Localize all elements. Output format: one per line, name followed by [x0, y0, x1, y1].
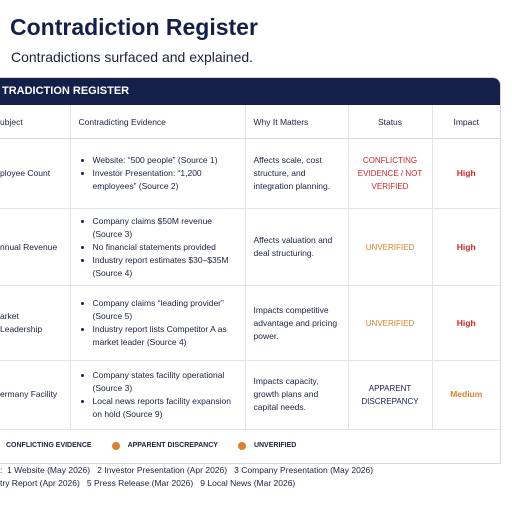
impact: High	[431, 285, 500, 361]
evidence: Company claims “leading provider” (Sourc…	[69, 285, 245, 361]
subtitle: Contradictions surfaced and explained.	[11, 49, 254, 65]
evidence-item: Local news reports facility expansion on…	[93, 395, 237, 421]
source-line: : 1 Website (May 2026) 2 Investor Presen…	[0, 465, 374, 475]
title: Contradiction Register	[10, 14, 258, 40]
why-it-matters: Affects scale, cost structure, and integ…	[244, 138, 348, 209]
legend-item: APPARENT DISCREPANCY	[98, 441, 218, 450]
status: UNVERIFIED	[347, 285, 432, 361]
column-header: ubject	[0, 105, 70, 139]
legend-label: CONFLICTING EVIDENCE	[6, 442, 92, 449]
status: CONFLICTING EVIDENCE / NOT VERIFIED	[347, 138, 432, 209]
column-header: Impact	[431, 105, 500, 139]
header-row: ubject Contradicting Evidence Why It Matte…	[0, 105, 500, 139]
evidence-item: Investor Presentation: “1,200 employees”…	[93, 167, 237, 193]
legend-dot	[237, 441, 246, 450]
column-header: Contradicting Evidence	[69, 105, 245, 139]
impact: High	[431, 208, 500, 286]
why-it-matters: Impacts competitive advantage and pricin…	[244, 285, 348, 361]
evidence-item: Company states facility operational (Sou…	[93, 369, 237, 395]
impact: Medium	[431, 360, 500, 429]
evidence: Company states facility operational (Sou…	[69, 360, 245, 429]
why-it-matters: Affects valuation and deal structuring.	[244, 208, 348, 286]
evidence-item: Website: “500 people” (Source 1)	[93, 154, 237, 167]
row: ermany Facility Company states facility o…	[0, 360, 500, 429]
evidence-item: Company claims “leading provider” (Sourc…	[93, 297, 237, 323]
subject: arket Leadership	[0, 285, 70, 361]
row: ployee CountWebsite: “500 people” (Sourc…	[0, 138, 500, 209]
evidence-list: Company states facility operational (Sou…	[79, 369, 237, 421]
evidence-list: Company claims $50M revenue (Source 3)No…	[79, 215, 237, 280]
why-it-matters: Impacts capacity, growth plans and capit…	[244, 360, 348, 429]
register-table: ubject Contradicting Evidence Why It Matte…	[0, 105, 500, 429]
banner: TRADICTION REGISTER	[0, 78, 500, 105]
legend-label: APPARENT DISCREPANCY	[127, 442, 218, 449]
legend: CONFLICTING EVIDENCE APPARENT DISCREPANCY…	[0, 428, 500, 462]
impact: High	[431, 138, 500, 209]
evidence-item: Company claims $50M revenue (Source 3)	[93, 215, 237, 241]
source-line: try Report (Apr 2026) 5 Press Release (M…	[0, 478, 296, 488]
evidence: Website: “500 people” (Source 1)Investor…	[69, 138, 245, 209]
evidence-item: Industry report lists Competitor A as ma…	[93, 323, 237, 349]
evidence-item: Industry report estimates $30–$35M (Sour…	[93, 254, 237, 280]
status: APPARENT DISCREPANCY	[347, 360, 432, 429]
column-header: Why It Matters	[244, 105, 348, 139]
evidence: Company claims $50M revenue (Source 3)No…	[69, 208, 245, 286]
legend-item: CONFLICTING EVIDENCE	[6, 442, 92, 449]
evidence-item: No financial statements provided	[93, 241, 237, 254]
column-header: Status	[347, 105, 432, 139]
register-card: TRADICTION REGISTER ubject Contradicting …	[0, 77, 501, 464]
evidence-list: Company claims “leading provider” (Sourc…	[79, 297, 237, 349]
evidence-list: Website: “500 people” (Source 1)Investor…	[79, 154, 237, 193]
row: arket Leadership Company claims “leading …	[0, 285, 500, 361]
legend-dot	[111, 441, 120, 450]
legend-item: UNVERIFIED	[224, 441, 297, 450]
subject: ermany Facility	[0, 360, 70, 429]
row: nnual RevenueCompany claims $50M revenue…	[0, 208, 500, 286]
legend-label: UNVERIFIED	[253, 442, 297, 449]
subject: nnual Revenue	[0, 208, 70, 286]
subject: ployee Count	[0, 138, 70, 209]
status: UNVERIFIED	[347, 208, 432, 286]
